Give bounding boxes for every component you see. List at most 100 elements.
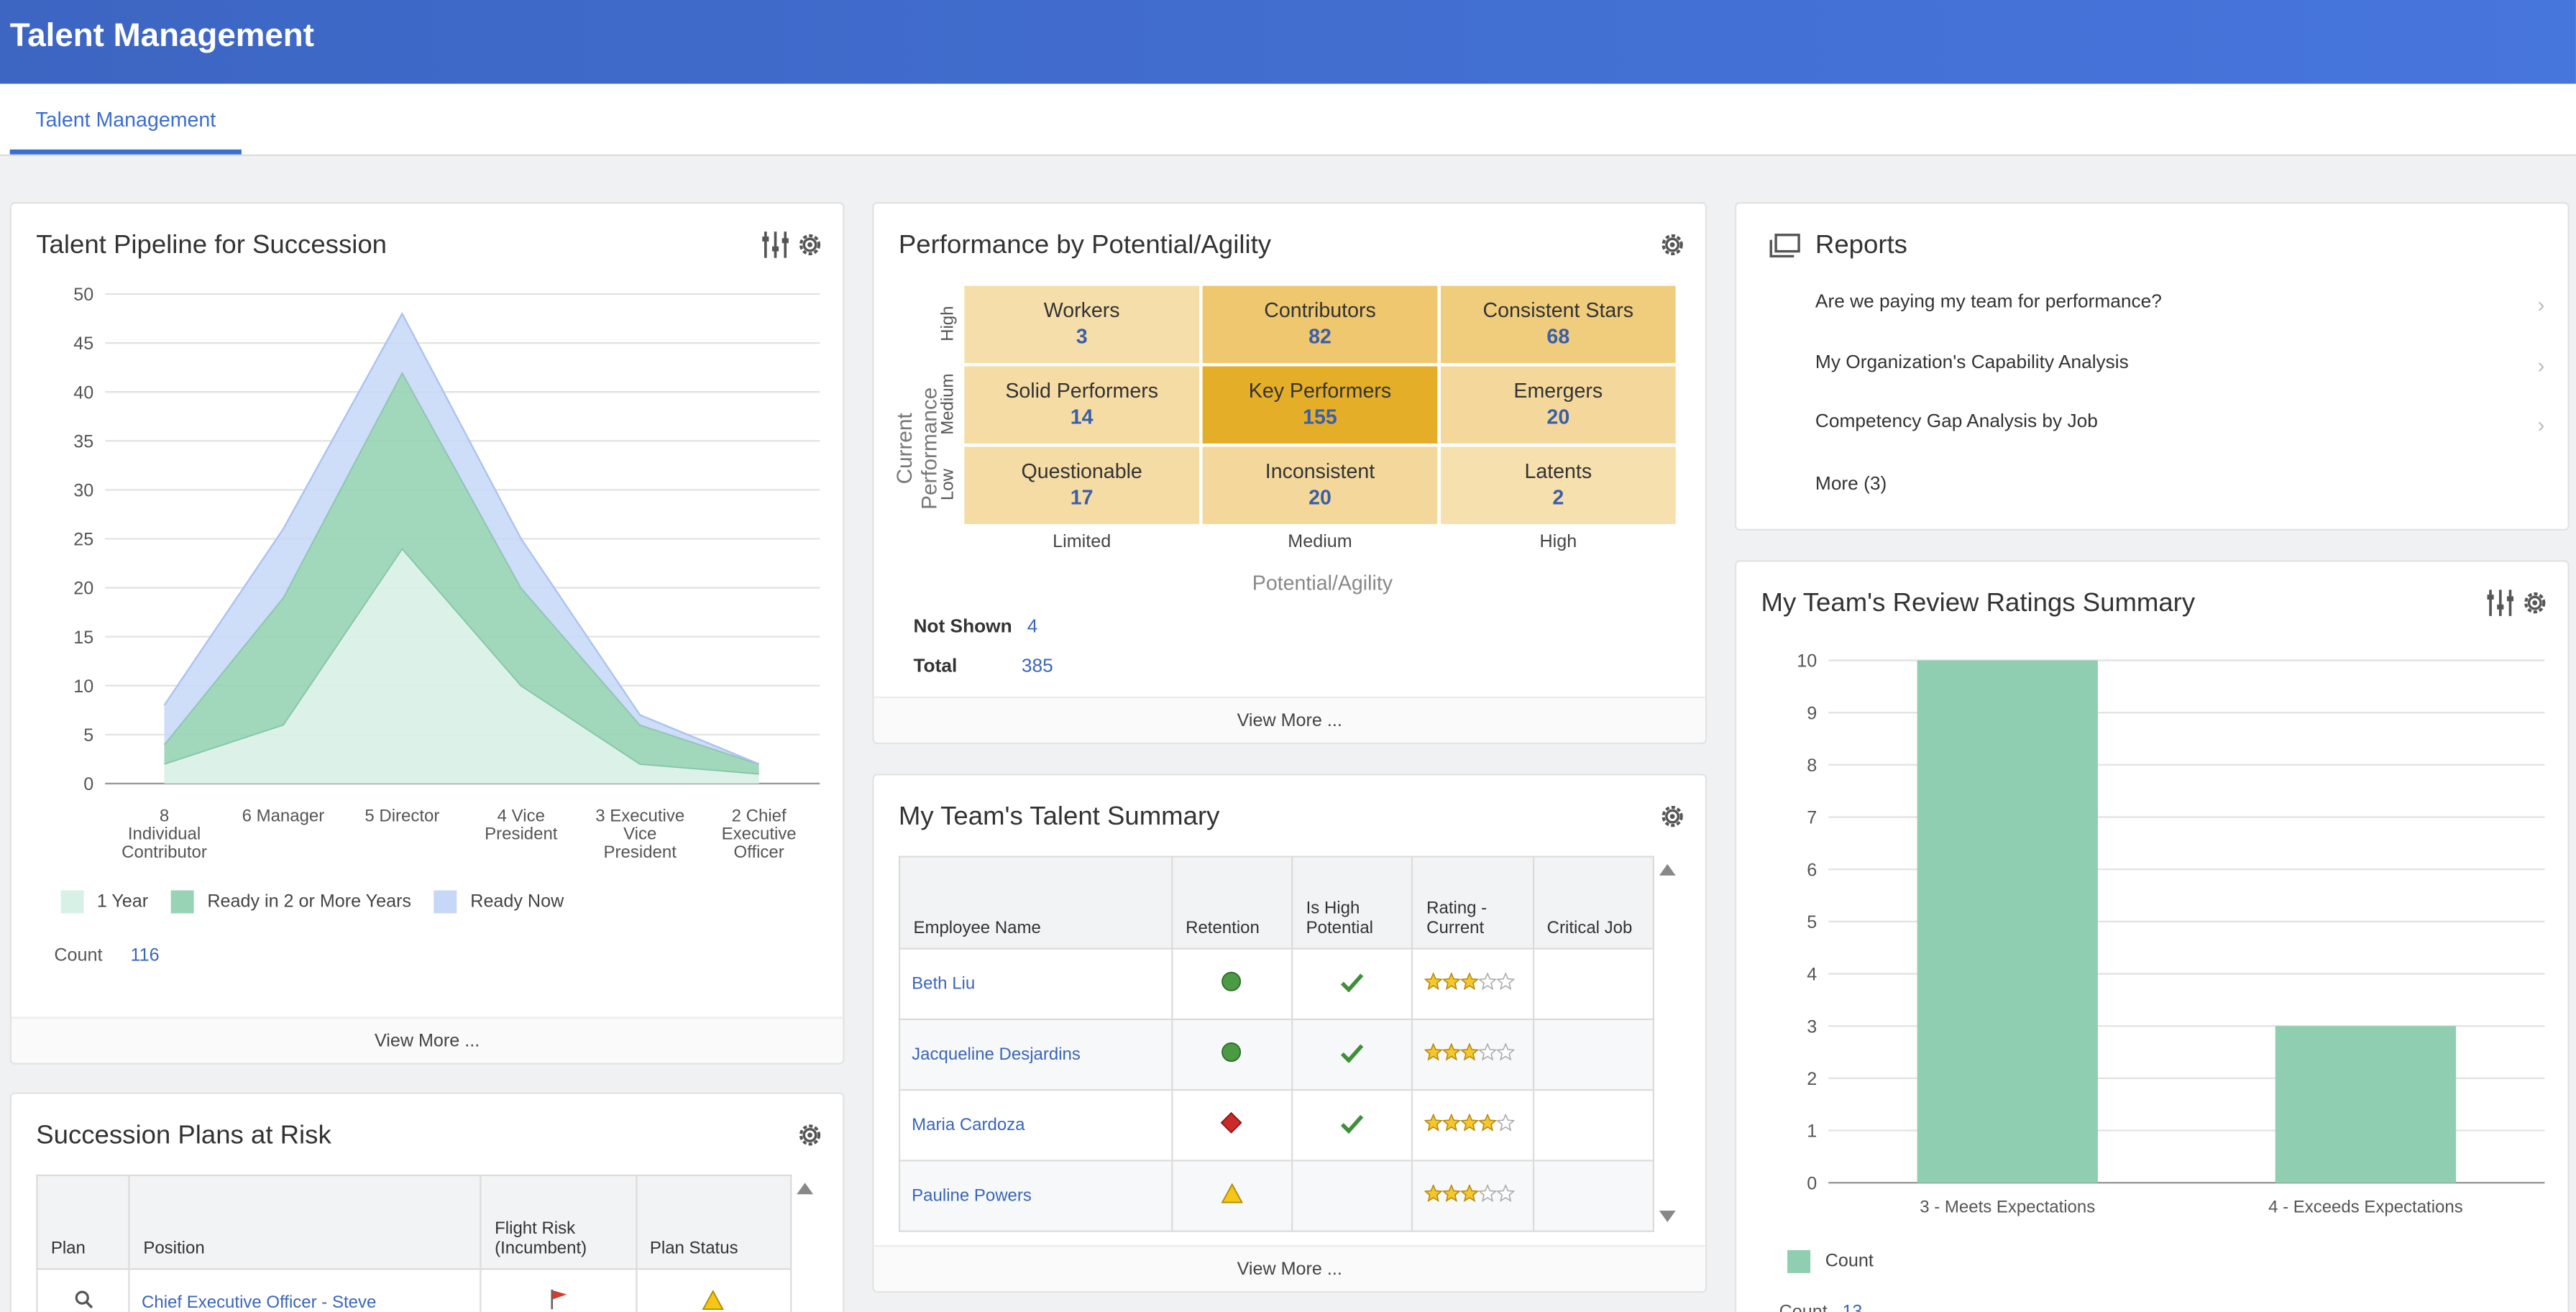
gear-icon[interactable] [795,230,825,260]
column-header-text: Position [143,1238,205,1259]
rating-cell [1411,948,1534,1020]
cell-name: Latents [1524,459,1592,483]
count-label: Count [54,946,103,966]
gear-icon[interactable] [795,1120,825,1150]
column-header[interactable]: Critical Job [1532,855,1655,950]
legend-label: Ready in 2 or More Years [207,891,412,912]
cell-name: Inconsistent [1265,459,1375,483]
column-header-text: Potential [1306,918,1374,938]
employee-name-link[interactable]: Jacqueline Desjardins [912,1045,1081,1065]
report-item[interactable]: Competency Gap Analysis by Job › [1815,413,2545,446]
gear-icon[interactable] [1658,230,1687,260]
pipeline-area-chart: 0 5 10 15 20 25 30 35 40 45 50 8IndividualContribut… [73,285,820,862]
cell-value[interactable]: 68 [1546,325,1570,349]
matrix-cell[interactable]: Workers 3 [964,285,1200,363]
more-reports-link[interactable]: More (3) [1815,474,2545,508]
legend-swatch [60,890,84,914]
matrix-cell[interactable]: Questionable 17 [964,446,1200,524]
cell-value[interactable]: 17 [1070,486,1094,510]
matrix-cell[interactable]: Inconsistent 20 [1202,446,1438,524]
employee-name-link[interactable]: Pauline Powers [912,1185,1032,1206]
column-header[interactable]: Retention [1170,855,1293,950]
column-header[interactable]: Flight Risk (Incumbent) [480,1174,637,1270]
area-series-3 [164,313,759,764]
chevron-right-icon: › [2537,292,2545,318]
cell-name: Questionable [1021,459,1142,483]
gear-icon[interactable] [2520,588,2549,618]
card-title: Reports [1815,231,1907,260]
count-value[interactable]: 13 [1842,1303,1862,1312]
cell-value[interactable]: 3 [1076,325,1088,349]
employee-name-link[interactable]: Beth Liu [912,974,976,994]
cell-value[interactable]: 155 [1303,405,1337,429]
scroll-up-icon[interactable] [1659,863,1676,876]
column-header[interactable]: Employee Name [898,855,1173,950]
count-value[interactable]: 116 [130,946,160,966]
y-tick-label: 10 [73,676,93,697]
review-ratings-card: My Team's Review Ratings Summary 0 1 2 3 4 5 6… [1734,560,2570,1312]
cell-value[interactable]: 20 [1546,405,1570,429]
legend-label: Count [1825,1251,1874,1272]
red-flag-icon [551,1289,567,1310]
matrix-cell[interactable]: Emergers 20 [1440,366,1676,444]
report-item[interactable]: My Organization's Capability Analysis › [1815,352,2545,385]
matrix-cell[interactable]: Consistent Stars 68 [1440,285,1676,363]
succession-risk-card: Succession Plans at Risk Plan Position Fli… [9,1092,845,1312]
legend-label: 1 Year [96,891,149,912]
cell-value[interactable]: 2 [1552,486,1564,510]
flight-risk-cell [480,1268,637,1312]
gear-icon[interactable] [1658,802,1687,831]
matrix-cell[interactable]: Latents 2 [1440,446,1676,524]
x-tick-label: Vice [623,825,656,844]
matrix-cell[interactable]: Solid Performers 14 [964,366,1200,444]
legend-item[interactable]: 1 Year [60,890,149,914]
column-header[interactable]: Rating - Current [1411,855,1534,950]
view-more-link[interactable]: View More ... [874,1245,1705,1292]
matrix-cell[interactable]: Contributors 82 [1202,285,1438,363]
legend-item[interactable]: Ready in 2 or More Years [171,890,412,914]
yellow-triangle-icon [702,1288,725,1309]
cell-value[interactable]: 82 [1308,325,1331,349]
star-filled-icon [1424,1042,1444,1061]
x-tick-label: Executive [722,825,797,844]
column-header[interactable]: Plan [36,1174,131,1270]
not-shown-value[interactable]: 4 [1027,618,1038,638]
legend-item[interactable]: Ready Now [434,890,564,914]
y-tick-label: 8 [1807,756,1817,776]
position-link[interactable]: Chief Executive Officer - Steve [142,1292,377,1312]
star-empty-icon [1478,972,1498,991]
x-axis-label: Potential/Agility [1252,572,1393,595]
employee-name-link[interactable]: Maria Cardoza [912,1115,1025,1135]
sliders-icon[interactable] [761,230,790,260]
cell-value[interactable]: 14 [1070,405,1094,429]
employee-name-cell: Maria Cardoza [898,1088,1173,1162]
y-tick-label: 10 [1797,651,1817,671]
scroll-down-icon[interactable] [1659,1211,1676,1223]
star-rating [1424,1113,1516,1137]
employee-name-cell: Jacqueline Desjardins [898,1018,1173,1091]
pipeline-count: Count 116 [54,946,159,965]
cell-name: Consistent Stars [1482,298,1634,322]
view-more-link[interactable]: View More ... [11,1017,843,1063]
report-item[interactable]: Are we paying my team for performance? › [1815,293,2545,326]
column-header[interactable]: Plan Status [635,1174,792,1270]
ratings-legend: Count [1787,1249,1874,1273]
column-header-text: Plan Status [649,1238,738,1259]
plan-cell [36,1268,131,1312]
matrix-cell[interactable]: Key Performers 155 [1202,366,1438,444]
scroll-up-icon[interactable] [797,1183,814,1195]
view-more-link[interactable]: View More ... [874,696,1705,743]
cell-value[interactable]: 20 [1308,486,1331,510]
total-row: Total 385 [913,657,1053,676]
column-header[interactable]: Is High Potential [1291,855,1413,950]
column-header-text: Retention [1186,918,1260,938]
row-label: High [938,306,958,341]
critical-job-cell [1532,948,1655,1020]
total-value[interactable]: 385 [1021,657,1053,677]
search-icon[interactable] [73,1290,93,1309]
green-circle-icon [1221,971,1242,991]
star-rating [1424,972,1516,995]
tab-talent-management[interactable]: Talent Management [9,84,242,155]
column-header[interactable]: Position [128,1174,482,1270]
sliders-icon[interactable] [2485,588,2515,618]
